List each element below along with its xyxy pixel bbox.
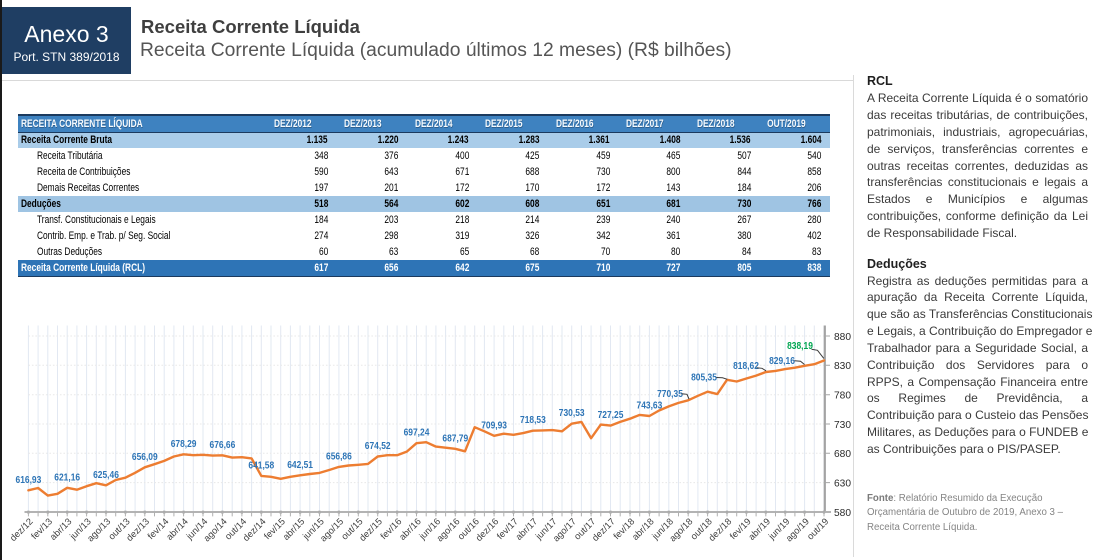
svg-text:743,63: 743,63 <box>637 401 663 412</box>
svg-text:680: 680 <box>834 449 851 460</box>
svg-text:730,53: 730,53 <box>559 408 585 419</box>
svg-text:678,29: 678,29 <box>171 439 197 450</box>
svg-text:641,58: 641,58 <box>248 460 274 471</box>
svg-text:709,93: 709,93 <box>481 420 507 431</box>
svg-text:829,16: 829,16 <box>769 356 795 367</box>
svg-text:abr/14: abr/14 <box>164 516 190 542</box>
svg-text:625,46: 625,46 <box>93 470 119 481</box>
svg-text:718,53: 718,53 <box>520 415 546 426</box>
svg-text:abr/18: abr/18 <box>630 516 656 542</box>
svg-text:abr/19: abr/19 <box>746 516 772 542</box>
svg-text:730: 730 <box>834 420 851 431</box>
svg-text:697,24: 697,24 <box>404 428 430 439</box>
svg-text:abr/13: abr/13 <box>48 516 74 542</box>
svg-text:674,52: 674,52 <box>365 441 391 452</box>
svg-text:818,62: 818,62 <box>733 361 759 372</box>
svg-text:880: 880 <box>834 332 851 343</box>
svg-text:780: 780 <box>834 391 851 402</box>
svg-text:838,19: 838,19 <box>787 341 813 352</box>
svg-text:687,79: 687,79 <box>442 433 468 444</box>
svg-text:830: 830 <box>834 361 851 372</box>
svg-text:630: 630 <box>834 478 851 489</box>
svg-text:abr/15: abr/15 <box>281 516 307 542</box>
svg-text:616,93: 616,93 <box>16 475 42 486</box>
svg-text:676,66: 676,66 <box>210 440 236 451</box>
svg-text:dez/12: dez/12 <box>8 516 35 543</box>
svg-text:770,35: 770,35 <box>657 389 683 400</box>
svg-text:580: 580 <box>834 508 851 519</box>
svg-text:805,35: 805,35 <box>691 373 717 384</box>
svg-text:656,86: 656,86 <box>326 451 352 462</box>
svg-text:656,09: 656,09 <box>132 452 158 463</box>
svg-text:abr/17: abr/17 <box>514 516 540 542</box>
svg-text:642,51: 642,51 <box>287 460 313 471</box>
svg-text:621,16: 621,16 <box>54 472 80 483</box>
svg-text:abr/16: abr/16 <box>397 516 423 542</box>
svg-text:727,25: 727,25 <box>598 410 624 421</box>
svg-text:out/19: out/19 <box>805 516 830 541</box>
